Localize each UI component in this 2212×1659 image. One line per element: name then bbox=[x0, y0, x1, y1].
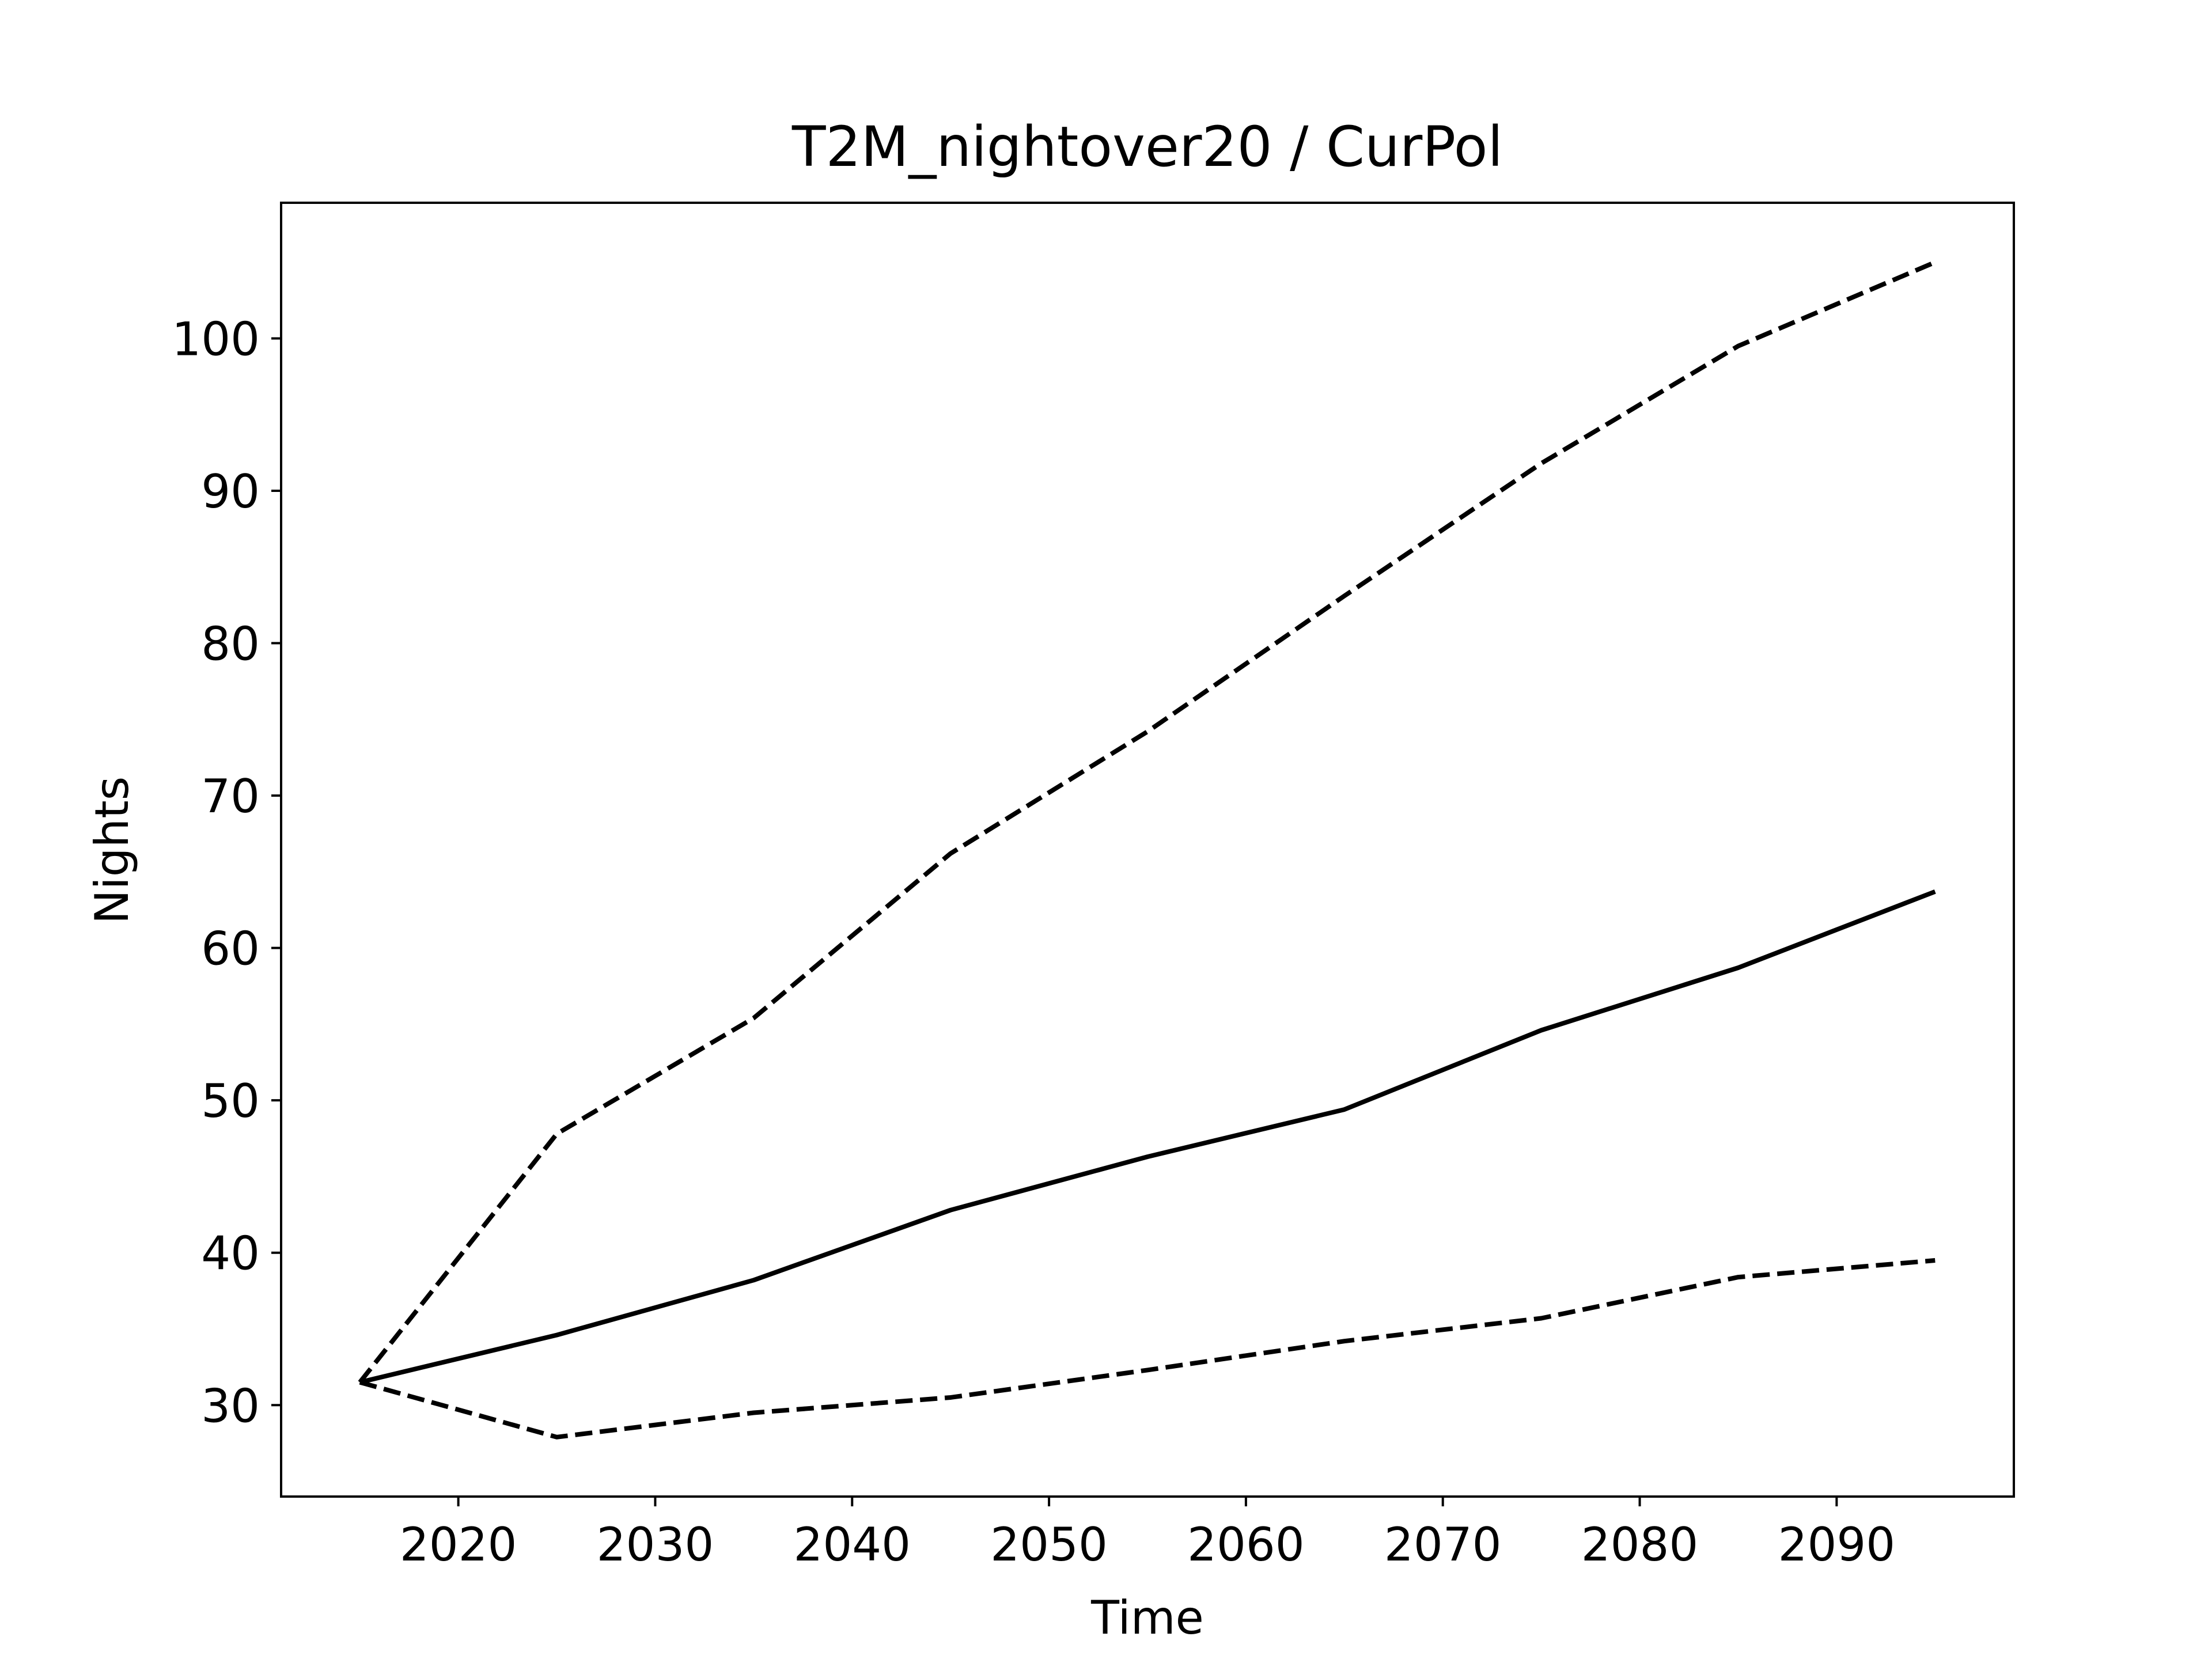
y-tick-label: 80 bbox=[201, 618, 260, 671]
y-tick-label: 60 bbox=[201, 922, 260, 976]
y-tick-label: 100 bbox=[172, 312, 260, 366]
x-tick-label: 2040 bbox=[793, 1518, 911, 1571]
y-axis: 30 40 50 60 70 80 90 100 bbox=[172, 312, 281, 1433]
y-tick-label: 90 bbox=[201, 465, 260, 518]
solid-series-line-0 bbox=[359, 889, 1936, 1385]
dashed-series-line-1 bbox=[358, 260, 1936, 1384]
x-tick-label: 2090 bbox=[1778, 1518, 1896, 1571]
x-tick-label: 2050 bbox=[990, 1518, 1108, 1571]
x-tick-label: 2080 bbox=[1581, 1518, 1699, 1571]
x-tick-label: 2060 bbox=[1187, 1518, 1305, 1571]
y-tick-label: 70 bbox=[201, 770, 260, 823]
dashed-series-line-2 bbox=[359, 1258, 1936, 1440]
x-tick-label: 2030 bbox=[597, 1518, 714, 1571]
y-axis-label: Nights bbox=[85, 777, 139, 925]
y-tick-label: 50 bbox=[201, 1074, 260, 1128]
series-layer bbox=[358, 260, 1936, 1440]
plot-frame bbox=[280, 202, 2015, 1498]
x-axis-label: Time bbox=[1090, 1591, 1204, 1645]
y-tick-label: 30 bbox=[201, 1379, 260, 1433]
x-tick-label: 2070 bbox=[1384, 1518, 1502, 1571]
x-tick-label: 2020 bbox=[400, 1518, 517, 1571]
x-axis: 2020 2030 2040 2050 2060 2070 2080 2090 bbox=[400, 1497, 1895, 1571]
y-tick-label: 40 bbox=[201, 1227, 260, 1281]
chart-title: T2M_nightover20 / CurPol bbox=[791, 115, 1503, 179]
